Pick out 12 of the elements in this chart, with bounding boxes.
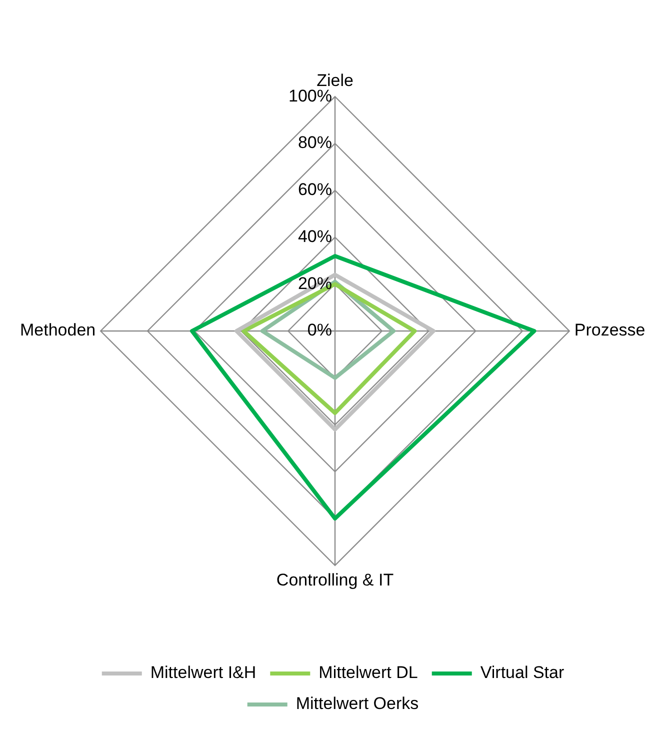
legend-label: Mittelwert DL xyxy=(318,663,418,682)
y-tick-label: 0% xyxy=(307,320,332,340)
y-tick-label: 80% xyxy=(298,133,332,152)
legend-label: Virtual Star xyxy=(480,663,564,682)
y-tick-label: 60% xyxy=(298,180,332,200)
legend-label: Mittelwert Oerks xyxy=(296,694,419,714)
spoke-label: Methoden xyxy=(20,320,96,340)
y-tick-label: 40% xyxy=(298,226,332,246)
legend-label: Mittelwert I&H xyxy=(150,663,256,682)
spoke-label: Controlling & IT xyxy=(276,570,394,590)
y-tick-label: 20% xyxy=(298,274,332,293)
spoke-label: Prozesse xyxy=(574,320,646,340)
